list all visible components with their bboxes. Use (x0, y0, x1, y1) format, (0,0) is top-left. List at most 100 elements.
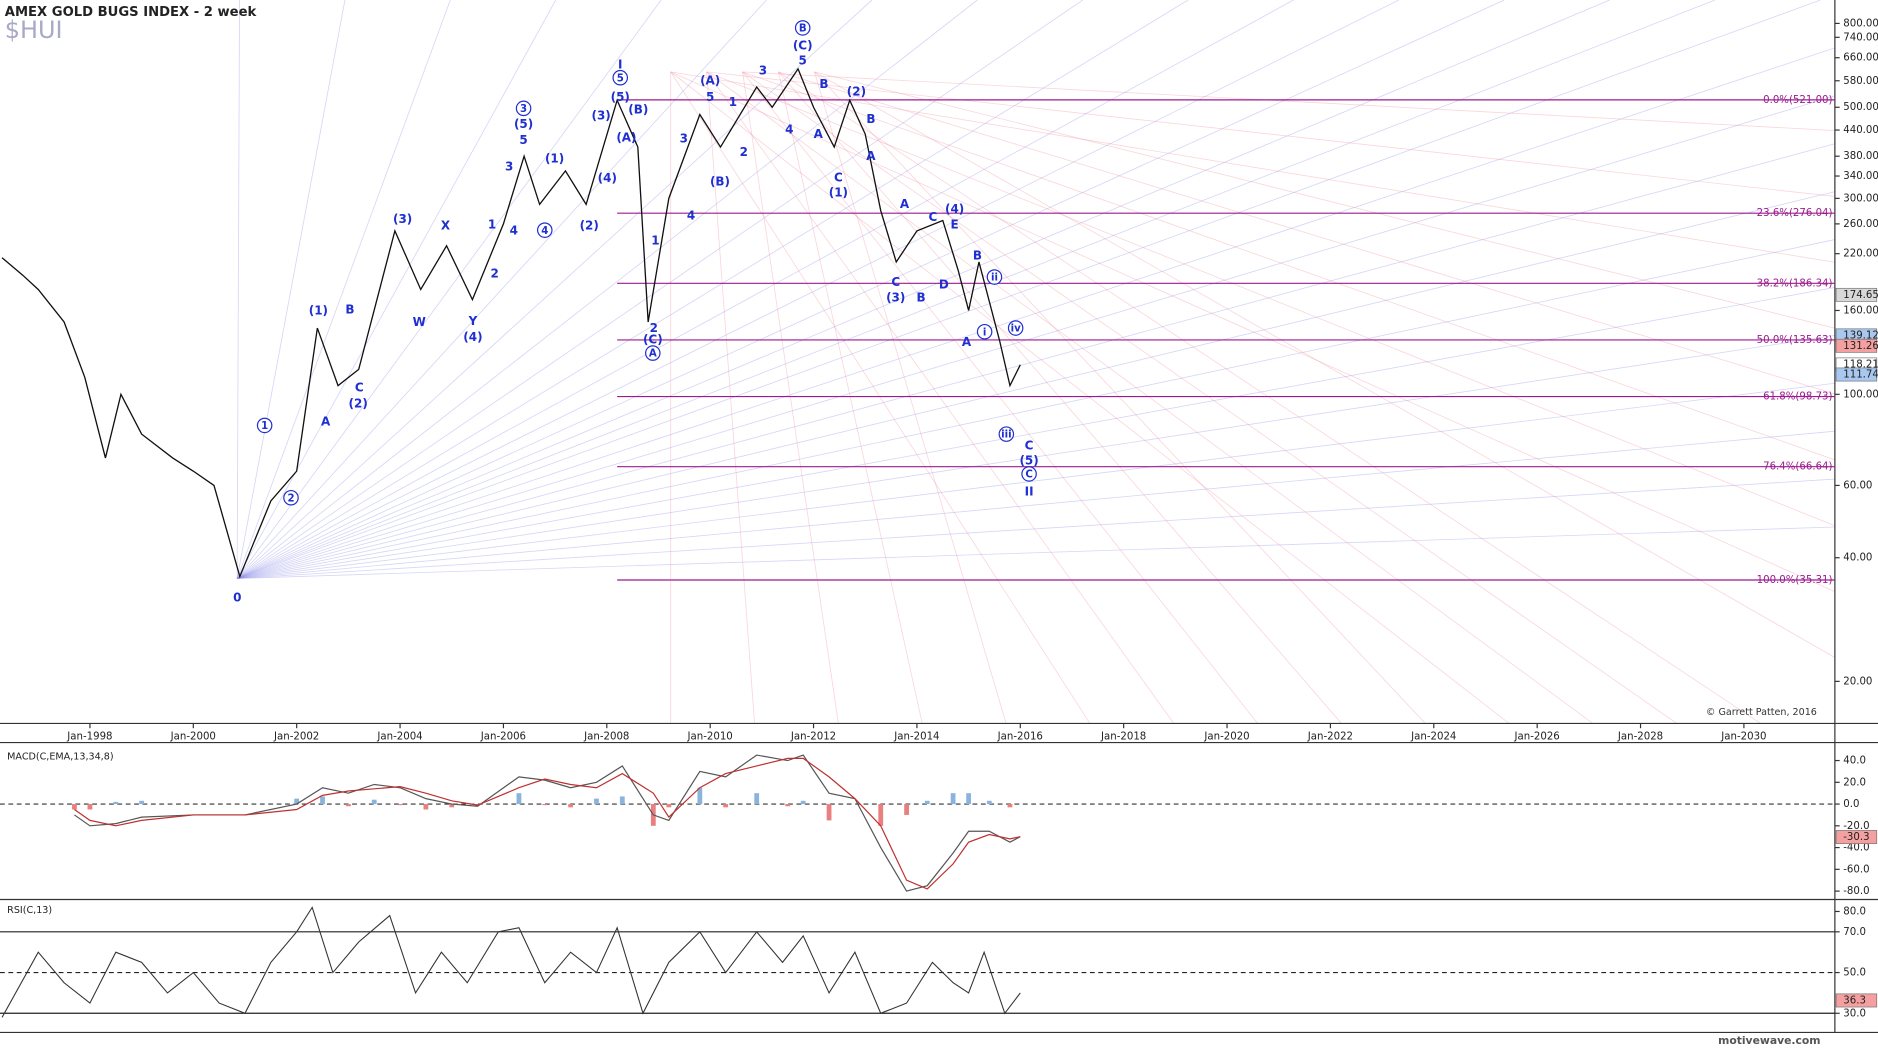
wave-label: ii (991, 273, 998, 284)
y-tick-label: 440.00 (1843, 125, 1878, 136)
x-tick-label: Jan-2030 (1720, 732, 1766, 743)
price-tag-label: 111.74 (1843, 370, 1878, 381)
fan-line (237, 526, 1835, 579)
fan-line (814, 71, 1007, 724)
fan-line (814, 71, 1836, 658)
fan-line (670, 71, 1091, 724)
x-tick-label: Jan-2010 (687, 732, 733, 743)
x-tick-label: Jan-2020 (1203, 732, 1249, 743)
wave-label: iii (1001, 430, 1011, 441)
wave-circle (515, 100, 532, 117)
wave-label: 5 (706, 90, 714, 104)
wave-label: (5) (514, 117, 533, 131)
y-tick-label: -20.0 (1843, 821, 1869, 832)
wave-label: (3) (393, 212, 412, 226)
rsi-title: RSI(C,13) (7, 905, 52, 916)
x-tick-label: Jan-2018 (1100, 732, 1146, 743)
x-tick-label: Jan-2014 (893, 732, 939, 743)
fan-line (236, 0, 240, 579)
fan-line (236, 0, 767, 579)
histogram-bar (320, 796, 325, 805)
wave-label: X (441, 218, 450, 232)
histogram-bar (113, 801, 119, 805)
x-tick-label: Jan-2008 (583, 732, 629, 743)
wave-label: 1 (651, 233, 659, 247)
y-tick-label: 20.0 (1843, 777, 1866, 788)
wave-label: B (916, 291, 925, 305)
y-tick-label: 500.00 (1843, 102, 1878, 113)
wave-label: i (983, 327, 986, 338)
fan-line (742, 71, 1836, 461)
wave-circle (1021, 466, 1037, 482)
symbol: $HUI (5, 16, 63, 44)
wave-label: 4 (510, 223, 518, 237)
histogram-bar (139, 800, 145, 805)
fan-line (236, 0, 978, 579)
wave-label: Y (468, 314, 478, 328)
fan-line (237, 478, 1835, 579)
wave-label: C (1025, 470, 1032, 481)
fib-label: 76.4%(66.64) (1763, 462, 1832, 473)
wave-label: C (834, 171, 843, 185)
fan-line (237, 239, 1835, 579)
histogram-bar (826, 804, 832, 821)
fib-label: 38.2%(186.34) (1757, 278, 1833, 289)
histogram-bar (345, 804, 351, 807)
fan-line (236, 0, 1610, 579)
fan-line (706, 71, 1594, 724)
wave-label: B (866, 112, 875, 126)
fan-line (706, 71, 1175, 724)
histogram-bar (904, 804, 909, 815)
y-tick-label: 40.0 (1843, 756, 1866, 767)
wave-label: (1) (545, 152, 564, 166)
x-tick-label: Jan-2026 (1514, 732, 1560, 743)
fan-line (236, 0, 346, 579)
wave-label: A (321, 414, 331, 428)
wave-label: 1 (488, 218, 496, 232)
histogram-bar (754, 793, 760, 805)
price-tag-label: 36.3 (1843, 995, 1866, 1006)
x-tick-label: Jan-1998 (66, 732, 112, 743)
y-tick-label: 260.00 (1843, 219, 1878, 230)
y-tick-label: 20.00 (1843, 676, 1872, 687)
wave-label: (B) (710, 174, 730, 188)
wave-label: 5 (617, 73, 624, 84)
wave-label: 2 (490, 266, 498, 280)
wave-label: 3 (680, 131, 688, 145)
wave-label: E (951, 218, 959, 232)
fan-line (670, 71, 1836, 593)
wave-label: A (649, 349, 657, 360)
wave-label: D (939, 278, 949, 292)
histogram-bar (966, 793, 972, 805)
histogram-bar (800, 800, 806, 805)
y-tick-label: 100.00 (1843, 389, 1878, 400)
x-tick-label: Jan-2004 (376, 732, 422, 743)
fan-line (778, 71, 1342, 724)
x-tick-label: Jan-2000 (170, 732, 216, 743)
fan-line (236, 0, 1189, 579)
wave-label: A (866, 149, 876, 163)
wave-label: (1) (829, 186, 848, 200)
wave-label: C (355, 380, 364, 394)
price-tag-label: 139.12 (1843, 330, 1878, 341)
wave-label: A (962, 335, 972, 349)
x-tick-label: Jan-2028 (1617, 732, 1663, 743)
fan-line (236, 0, 1294, 579)
fan-line (778, 71, 923, 724)
price-tag (1835, 830, 1878, 844)
histogram-bar (666, 804, 672, 808)
wave-label: 4 (785, 123, 793, 137)
watermark: motivewave.com (1718, 1034, 1820, 1047)
fib-label: 23.6%(276.04) (1757, 208, 1833, 219)
wave-label: (4) (463, 330, 482, 344)
histogram-bar (87, 804, 93, 810)
macd-line (74, 757, 1021, 890)
histogram-bar (986, 800, 992, 805)
wave-label: 0 (233, 591, 241, 605)
fan-line (742, 71, 1258, 724)
y-tick-label: 50.0 (1843, 968, 1866, 979)
wave-label: (B) (628, 102, 648, 116)
fan-line (814, 71, 1426, 724)
fan-line (236, 0, 873, 579)
